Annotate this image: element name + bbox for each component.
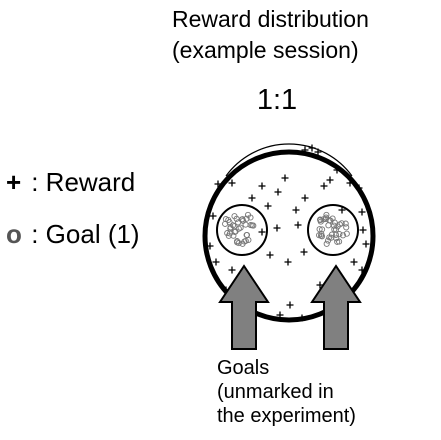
reward-mark	[298, 314, 306, 322]
arrow-right	[310, 264, 362, 350]
reward-mark	[355, 184, 363, 192]
reward-mark	[228, 266, 236, 274]
goal-left-visits	[222, 211, 257, 247]
reward-mark	[228, 179, 236, 187]
reward-mark	[273, 224, 281, 232]
reward-mark	[346, 179, 354, 187]
figure-title: Reward distribution (example session)	[172, 4, 434, 66]
goal-visit-dot	[317, 232, 325, 239]
reward-mark	[281, 174, 289, 182]
reward-mark	[206, 242, 214, 250]
goal-visit-dot	[330, 222, 338, 229]
reward-mark	[284, 258, 292, 266]
reward-mark	[358, 208, 366, 216]
goal-visit-dot	[323, 240, 330, 247]
reward-mark	[358, 266, 366, 274]
goal-visit-dot	[241, 238, 248, 245]
goal-visit-dot	[333, 235, 340, 242]
reward-mark	[301, 194, 309, 202]
reward-mark	[320, 182, 328, 190]
goal-visit-dot	[237, 224, 244, 231]
goal-visit-dot	[319, 226, 326, 233]
reward-mark	[300, 248, 308, 256]
reward-mark	[308, 144, 316, 152]
goal-visit-dot	[234, 239, 241, 246]
goal-visit-dot	[322, 215, 329, 223]
goal-visit-dot	[243, 215, 250, 222]
legend-goal-label: : Goal (1)	[24, 219, 140, 249]
goals-caption: Goals (unmarked in the experiment)	[217, 356, 437, 428]
goal-visit-dot	[323, 211, 330, 218]
goal-right-visits	[316, 211, 350, 247]
goal-visit-dot	[326, 217, 333, 224]
reward-mark	[338, 206, 346, 214]
goal-visit-dot	[247, 214, 254, 221]
reward-mark	[258, 182, 266, 190]
reward-mark	[276, 311, 284, 319]
arrow-left	[218, 264, 270, 350]
caption-line-3: the experiment)	[217, 405, 356, 427]
goal-visit-dot	[222, 220, 229, 227]
arena-boundary	[202, 149, 376, 323]
ratio-label: 1:1	[256, 84, 298, 116]
reward-mark	[248, 194, 256, 202]
reward-mark	[214, 180, 222, 188]
legend-goal-symbol: o	[6, 219, 22, 249]
goal-visit-dot	[242, 221, 249, 228]
legend-reward-label: : Reward	[24, 167, 136, 197]
goal-visit-dot	[336, 231, 343, 238]
goal-visit-dot	[336, 221, 343, 228]
reward-mark	[212, 258, 220, 266]
title-line-2: (example session)	[172, 37, 359, 63]
goal-visit-dot	[250, 222, 257, 229]
goal-visit-dot	[328, 234, 335, 241]
goal-visit-dot	[245, 236, 252, 244]
goal-visit-dot	[343, 224, 350, 231]
legend-reward-symbol: +	[6, 167, 22, 197]
reward-mark	[301, 146, 309, 154]
reward-mark	[264, 202, 272, 210]
legend-goal: o : Goal (1)	[6, 218, 140, 250]
reward-mark	[286, 301, 294, 309]
reward-mark	[359, 226, 367, 234]
goal-visit-dot	[325, 222, 332, 229]
reward-mark	[326, 176, 334, 184]
title-line-1: Reward distribution	[172, 6, 369, 32]
goal-visit-dot	[343, 230, 350, 237]
goal-visit-dot	[342, 220, 349, 227]
goal-visit-dot	[339, 232, 347, 239]
reward-mark	[294, 221, 302, 229]
reward-mark	[350, 258, 358, 266]
goal-left	[216, 204, 268, 256]
legend-reward: + : Reward	[6, 166, 135, 198]
goal-right	[307, 204, 359, 256]
reward-mark	[266, 251, 274, 259]
goal-visit-dot	[233, 215, 240, 222]
reward-mark	[362, 240, 370, 248]
arena-inner-arc	[225, 143, 353, 177]
reward-mark	[314, 148, 322, 156]
reward-mark	[258, 228, 266, 236]
caption-line-1: Goals	[217, 357, 270, 379]
goal-visit-dot	[324, 237, 332, 244]
goal-visit-dot	[227, 224, 234, 231]
goal-visit-dot	[226, 230, 233, 237]
goal-visit-dot	[232, 228, 239, 235]
reward-mark	[333, 166, 341, 174]
reward-mark	[292, 206, 300, 214]
reward-mark	[274, 188, 282, 196]
goal-visit-dot	[320, 216, 327, 223]
caption-line-2: (unmarked in	[217, 381, 334, 403]
goal-visit-dot	[317, 216, 324, 223]
reward-mark	[209, 212, 217, 220]
